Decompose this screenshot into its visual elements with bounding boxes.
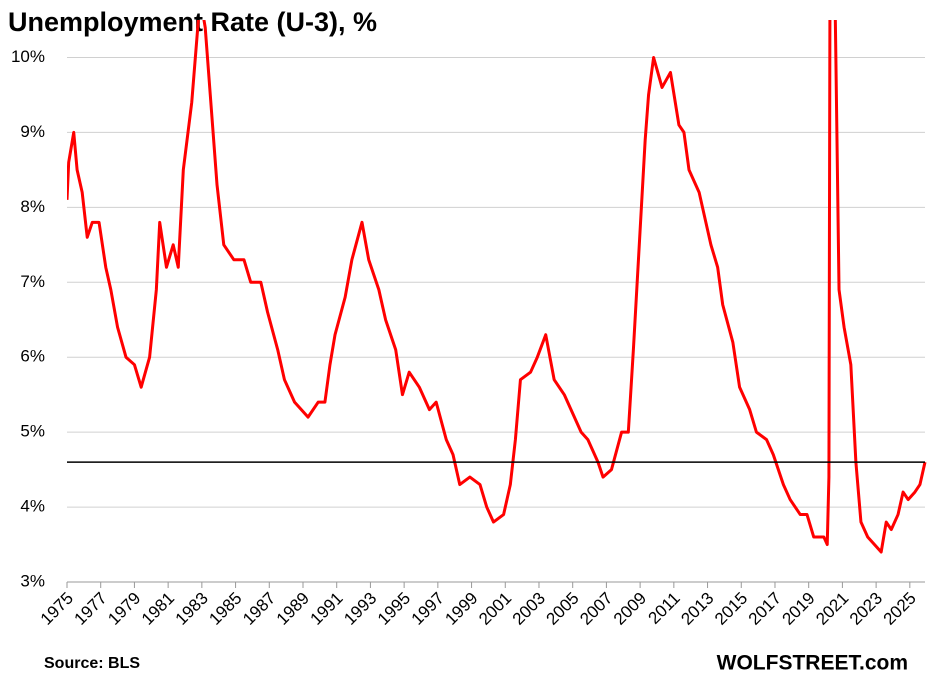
y-tick-label: 10%: [11, 47, 45, 66]
source: Source: BLS: [44, 655, 140, 672]
chart-title: Unemployment Rate (U-3), %: [8, 7, 377, 37]
y-tick-label: 9%: [20, 122, 45, 141]
y-tick-label: 5%: [20, 422, 45, 441]
y-tick-label: 7%: [20, 272, 45, 291]
brand: WOLFSTREET.com: [717, 652, 908, 675]
y-tick-label: 4%: [20, 497, 45, 516]
y-tick-label: 8%: [20, 197, 45, 216]
y-tick-label: 6%: [20, 347, 45, 366]
y-tick-label: 3%: [20, 571, 45, 590]
